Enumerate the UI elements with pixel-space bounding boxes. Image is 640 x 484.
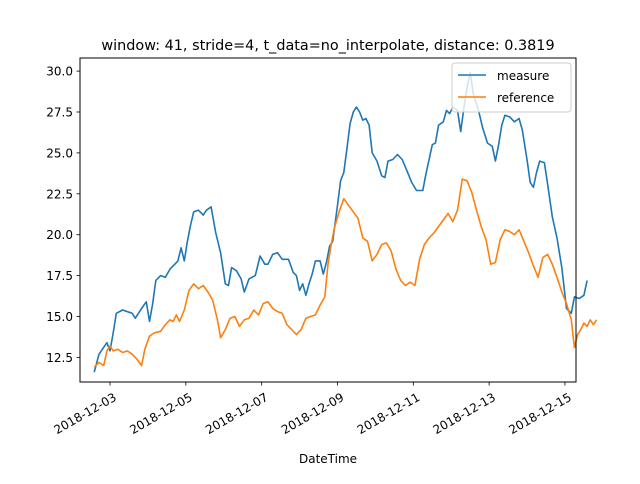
y-tick-label: 25.0 [46,146,73,160]
y-tick-label: 12.5 [46,351,73,365]
y-tick-label: 17.5 [46,269,73,283]
series-layer [93,71,598,373]
y-tick-label: 30.0 [46,65,73,79]
legend-label-measure: measure [497,69,549,83]
y-tick-label: 15.0 [46,310,73,324]
series-line-reference [93,178,598,368]
legend: measure reference [451,62,572,113]
plot-frame [79,57,577,383]
legend-label-reference: reference [497,91,554,105]
y-tick-label: 22.5 [46,187,73,201]
y-tick-label: 27.5 [46,106,73,120]
y-tick-label: 20.0 [46,228,73,242]
x-axis-label: DateTime [299,452,357,466]
chart-title: window: 41, stride=4, t_data=no_interpol… [101,38,554,54]
series-line-measure [93,71,588,373]
